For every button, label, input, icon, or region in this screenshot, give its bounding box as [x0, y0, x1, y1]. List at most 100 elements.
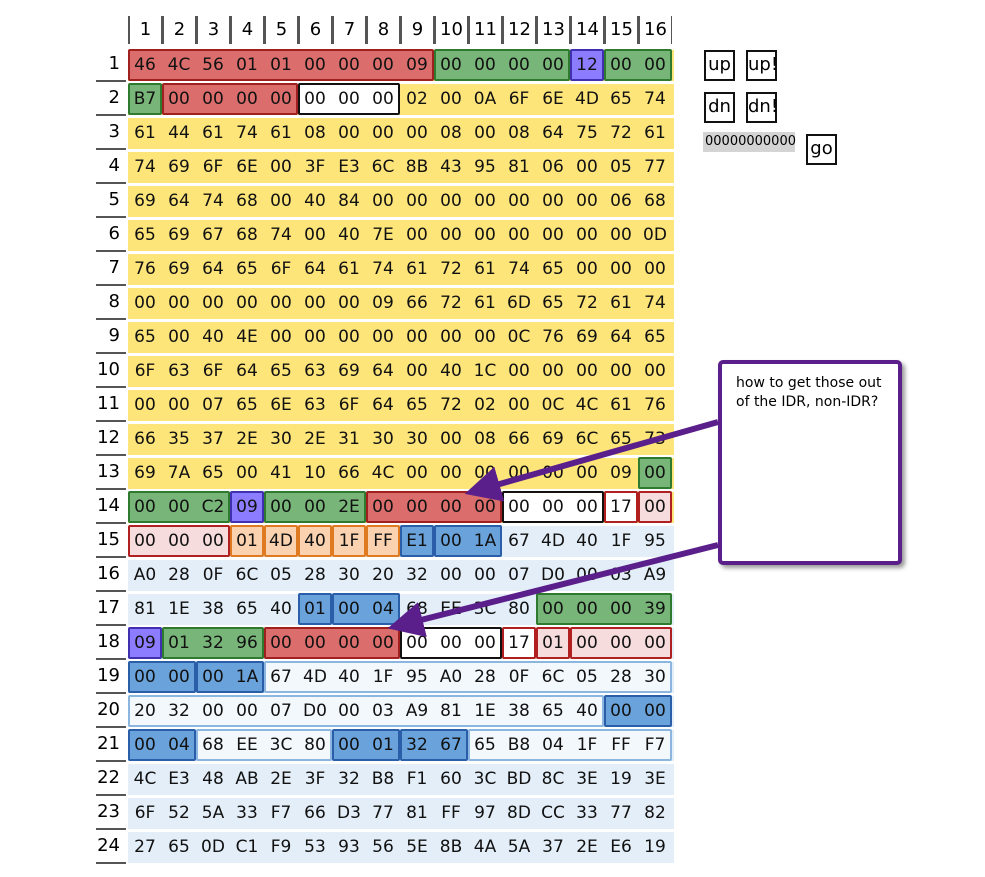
hex-byte: 00: [168, 497, 190, 517]
hex-byte: 61: [134, 123, 156, 143]
go-button[interactable]: go: [806, 134, 837, 165]
hex-byte: 40: [304, 531, 326, 551]
byte-group: [128, 627, 162, 659]
hex-byte: 61: [474, 293, 496, 313]
hex-byte: 61: [406, 259, 428, 279]
hex-byte: 00: [474, 55, 496, 75]
hex-byte: E6: [610, 837, 632, 857]
hex-byte: 66: [338, 463, 360, 483]
hex-byte: 20: [134, 701, 156, 721]
up-fast-button[interactable]: up!: [746, 50, 778, 81]
hex-byte: 64: [168, 191, 190, 211]
hex-byte: 8D: [507, 803, 531, 823]
hex-byte: 00: [508, 497, 530, 517]
hex-byte: 4D: [541, 531, 565, 551]
hex-byte: 67: [508, 531, 530, 551]
hex-byte: 3E: [576, 769, 598, 789]
hex-byte: 64: [304, 259, 326, 279]
hex-byte: 81: [406, 803, 428, 823]
hex-byte: 17: [610, 497, 632, 517]
hex-byte: 1A: [473, 531, 497, 551]
hex-byte: 00: [440, 497, 462, 517]
hex-byte: 67: [202, 225, 224, 245]
hex-byte: 64: [236, 361, 258, 381]
up-button[interactable]: up: [704, 50, 735, 81]
hex-byte: 09: [134, 633, 156, 653]
hex-byte: 00: [644, 701, 666, 721]
hex-byte: 95: [406, 667, 428, 687]
hex-byte: 95: [474, 157, 496, 177]
hex-byte: 0A: [473, 89, 497, 109]
hex-byte: 72: [440, 395, 462, 415]
hex-byte: C1: [235, 837, 259, 857]
hex-byte: 32: [406, 735, 428, 755]
hex-byte: 65: [406, 395, 428, 415]
hex-byte: 38: [508, 701, 530, 721]
hex-byte: 64: [202, 259, 224, 279]
hex-byte: 00: [440, 55, 462, 75]
hex-byte: 08: [440, 123, 462, 143]
offset-input[interactable]: 00000000000: [703, 132, 796, 152]
row-label: 13: [96, 456, 126, 490]
hex-byte: 00: [644, 259, 666, 279]
hex-byte: 00: [168, 531, 190, 551]
hex-byte: 00: [440, 225, 462, 245]
hex-byte: 80: [304, 735, 326, 755]
hex-byte: 00: [338, 293, 360, 313]
hex-byte: 69: [168, 259, 190, 279]
byte-group: [332, 729, 400, 761]
hex-byte: 00: [576, 225, 598, 245]
hex-byte: 00: [542, 599, 564, 619]
hex-byte: 93: [338, 837, 360, 857]
hex-byte: CC: [541, 803, 565, 823]
hex-byte: 40: [338, 667, 360, 687]
hex-byte: 00: [610, 633, 632, 653]
hex-byte: 0F: [508, 667, 530, 687]
byte-group: [536, 627, 570, 659]
down-button[interactable]: dn: [704, 92, 735, 123]
hex-byte: FF: [373, 531, 393, 551]
hex-byte: 04: [542, 735, 564, 755]
hex-byte: 02: [406, 89, 428, 109]
hex-byte: 65: [168, 837, 190, 857]
hex-byte: 00: [644, 55, 666, 75]
hex-byte: 00: [610, 55, 632, 75]
hex-byte: 30: [338, 565, 360, 585]
byte-group: [264, 491, 366, 523]
hex-byte: 00: [202, 701, 224, 721]
hex-byte: 7E: [372, 225, 394, 245]
hex-byte: 05: [576, 667, 598, 687]
row-label: 10: [96, 354, 126, 388]
hex-byte: 00: [134, 293, 156, 313]
hex-byte: 00: [270, 633, 292, 653]
hex-byte: 00: [304, 225, 326, 245]
down-fast-button[interactable]: dn!: [746, 92, 778, 123]
hex-byte: 00: [202, 89, 224, 109]
row-label: 23: [96, 796, 126, 830]
hex-byte: 56: [202, 55, 224, 75]
hex-byte: 32: [168, 701, 190, 721]
hex-byte: 7A: [167, 463, 191, 483]
hex-byte: 00: [270, 497, 292, 517]
hex-byte: 00: [542, 225, 564, 245]
hex-byte: D0: [303, 701, 327, 721]
hex-byte: 61: [270, 123, 292, 143]
row-band: [128, 798, 674, 829]
hex-byte: 6E: [236, 157, 258, 177]
hex-byte: F9: [270, 837, 292, 857]
hex-byte: 43: [440, 157, 462, 177]
byte-group: [298, 525, 332, 557]
hex-byte: 77: [610, 803, 632, 823]
hex-byte: 66: [406, 293, 428, 313]
hex-byte: 00: [508, 395, 530, 415]
hex-byte: 00: [134, 667, 156, 687]
hex-byte: 4C: [167, 55, 191, 75]
column-header: 2: [162, 16, 196, 44]
hex-byte: 3F: [304, 769, 326, 789]
hex-byte: 0D: [643, 225, 667, 245]
hex-byte: AB: [235, 769, 259, 789]
column-header: 11: [468, 16, 502, 44]
byte-group: [570, 49, 604, 81]
byte-group: [264, 661, 672, 693]
hex-byte: 69: [576, 327, 598, 347]
